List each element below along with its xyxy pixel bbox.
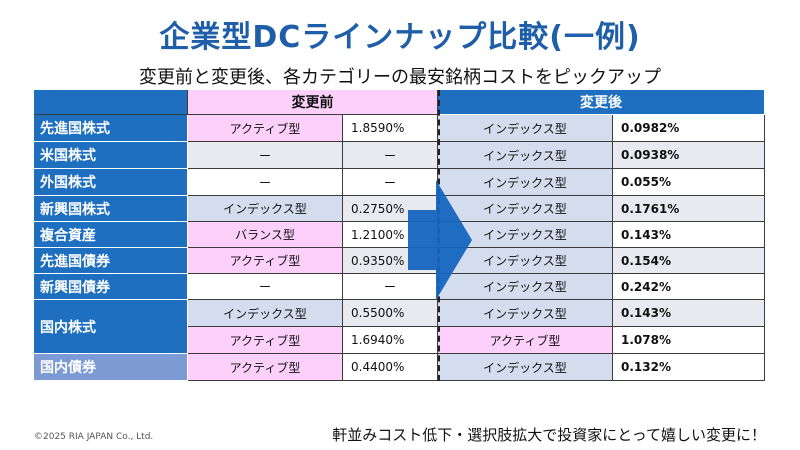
- before-cost-cell: ー: [343, 169, 438, 196]
- row-label-category: 新興国債券: [34, 274, 188, 300]
- page-subtitle: 変更前と変更後、各カテゴリーの最安銘柄コストをピックアップ: [139, 67, 661, 88]
- footer-message: 軒並みコスト低下・選択肢拡大で投資家にとって嬉しい変更に！: [332, 426, 766, 444]
- after-type-cell: インデックス型: [438, 142, 613, 169]
- comparison-table: 変更前 変更後 先進国株式 アクティブ型 1.8590% インデックス型 0.0…: [34, 90, 765, 381]
- row-label-category: 米国株式: [34, 142, 188, 169]
- row-label-category: 外国株式: [34, 169, 188, 196]
- after-type-cell: インデックス型: [438, 274, 613, 300]
- header-before: 変更前: [188, 90, 438, 115]
- before-type-cell: ー: [188, 274, 343, 300]
- after-type-cell: インデックス型: [438, 300, 613, 327]
- before-type-cell: アクティブ型: [188, 248, 343, 274]
- header-corner-cell: [34, 90, 188, 115]
- after-cost-cell: 0.0938%: [613, 142, 765, 169]
- before-type-cell: バランス型: [188, 222, 343, 248]
- row-label-category: 先進国債券: [34, 248, 188, 274]
- before-cost-cell: 1.6940%: [343, 327, 438, 354]
- before-cost-cell: 0.4400%: [343, 354, 438, 381]
- before-cost-cell: 1.8590%: [343, 115, 438, 142]
- after-cost-cell: 0.1761%: [613, 196, 765, 222]
- before-type-cell: インデックス型: [188, 300, 343, 327]
- after-cost-cell: 0.242%: [613, 274, 765, 300]
- after-cost-cell: 0.132%: [613, 354, 765, 381]
- after-type-cell: インデックス型: [438, 196, 613, 222]
- row-label-category: 国内株式: [34, 300, 188, 354]
- row-label-category: 新興国株式: [34, 196, 188, 222]
- after-type-cell: インデックス型: [438, 115, 613, 142]
- after-cost-cell: 0.055%: [613, 169, 765, 196]
- after-cost-cell: 0.0982%: [613, 115, 765, 142]
- right-arrow-icon: [408, 180, 472, 300]
- after-type-cell: インデックス型: [438, 248, 613, 274]
- row-label-category: 国内債券: [34, 354, 188, 381]
- row-label-category: 先進国株式: [34, 115, 188, 142]
- before-cost-cell: 0.5500%: [343, 300, 438, 327]
- copyright-text: ©2025 RIA JAPAN Co., Ltd.: [34, 432, 154, 442]
- before-cost-cell: ー: [343, 274, 438, 300]
- before-type-cell: アクティブ型: [188, 115, 343, 142]
- before-type-cell: アクティブ型: [188, 354, 343, 381]
- before-type-cell: インデックス型: [188, 196, 343, 222]
- after-cost-cell: 1.078%: [613, 327, 765, 354]
- header-after: 変更後: [438, 90, 765, 115]
- page-title: 企業型DCラインナップ比較(一例): [159, 20, 641, 55]
- after-type-cell: インデックス型: [438, 169, 613, 196]
- row-label-category: 複合資産: [34, 222, 188, 248]
- before-cost-cell: ー: [343, 142, 438, 169]
- after-type-cell: インデックス型: [438, 354, 613, 381]
- before-type-cell: ー: [188, 142, 343, 169]
- after-type-cell: アクティブ型: [438, 327, 613, 354]
- after-cost-cell: 0.143%: [613, 300, 765, 327]
- after-cost-cell: 0.143%: [613, 222, 765, 248]
- before-type-cell: ー: [188, 169, 343, 196]
- after-cost-cell: 0.154%: [613, 248, 765, 274]
- before-type-cell: アクティブ型: [188, 327, 343, 354]
